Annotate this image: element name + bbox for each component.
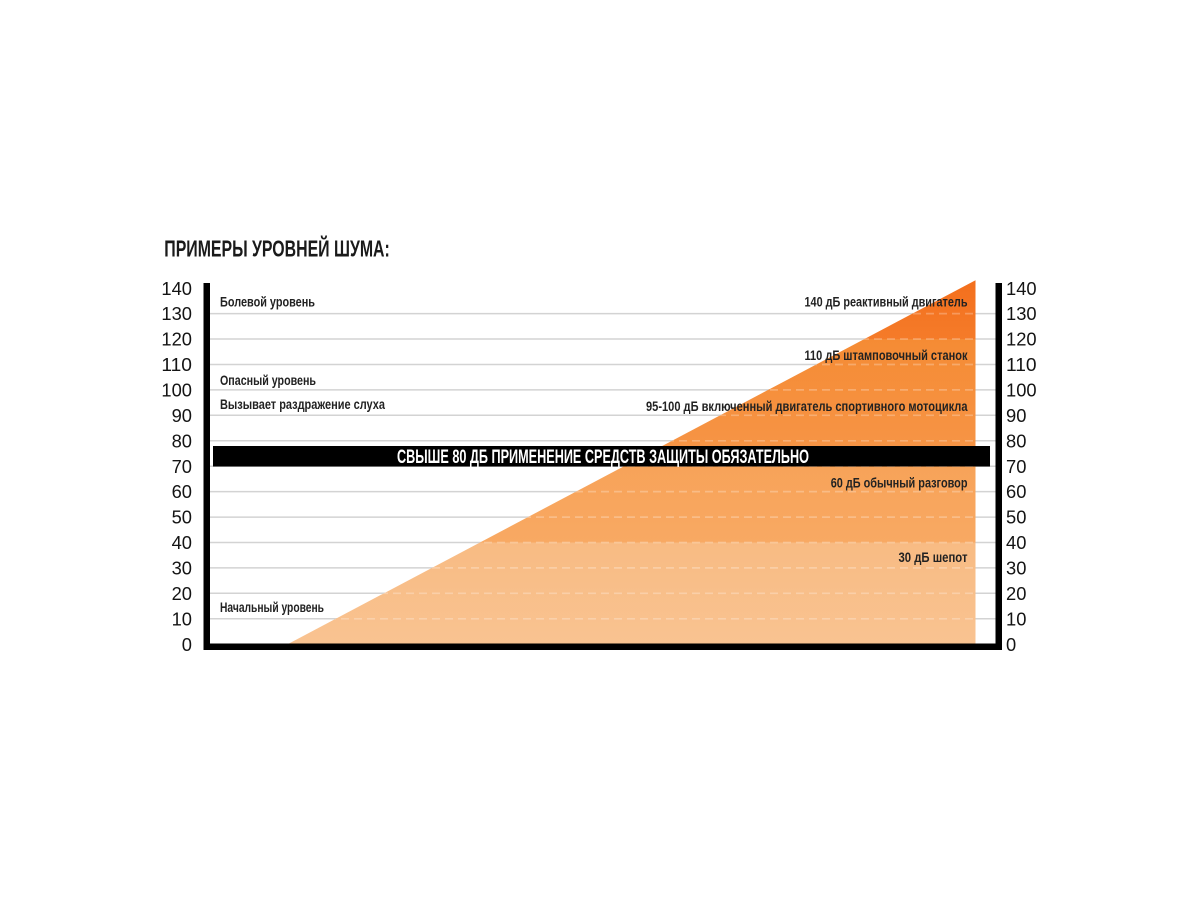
svg-text:120: 120 xyxy=(1006,329,1037,350)
svg-text:20: 20 xyxy=(172,583,192,604)
svg-text:30: 30 xyxy=(172,558,192,579)
svg-text:140 дБ реактивный двигатель: 140 дБ реактивный двигатель xyxy=(805,293,968,309)
svg-text:140: 140 xyxy=(1006,278,1037,299)
svg-text:100: 100 xyxy=(1006,380,1037,401)
svg-text:Начальный уровень: Начальный уровень xyxy=(220,599,324,615)
svg-text:0: 0 xyxy=(182,634,192,655)
svg-text:60: 60 xyxy=(1006,481,1026,502)
svg-text:90: 90 xyxy=(172,405,192,426)
svg-text:130: 130 xyxy=(161,303,192,324)
svg-text:50: 50 xyxy=(172,507,192,528)
svg-text:80: 80 xyxy=(1006,430,1026,451)
svg-text:40: 40 xyxy=(172,532,192,553)
svg-text:Вызывает раздражение слуха: Вызывает раздражение слуха xyxy=(220,396,385,412)
svg-text:95-100 дБ включенный двигатель: 95-100 дБ включенный двигатель спортивно… xyxy=(646,398,968,414)
svg-text:110: 110 xyxy=(161,354,192,375)
svg-text:30: 30 xyxy=(1006,558,1026,579)
svg-text:0: 0 xyxy=(1006,634,1016,655)
svg-text:СВЫШЕ 80 ДБ ПРИМЕНЕНИЕ СРЕДСТВ: СВЫШЕ 80 ДБ ПРИМЕНЕНИЕ СРЕДСТВ ЗАЩИТЫ ОБ… xyxy=(397,447,809,468)
svg-text:ПРИМЕРЫ УРОВНЕЙ ШУМА:: ПРИМЕРЫ УРОВНЕЙ ШУМА: xyxy=(164,235,389,262)
svg-text:30 дБ шепот: 30 дБ шепот xyxy=(899,549,968,565)
svg-text:70: 70 xyxy=(172,456,192,477)
svg-text:60: 60 xyxy=(172,481,192,502)
svg-text:140: 140 xyxy=(161,278,192,299)
svg-text:20: 20 xyxy=(1006,583,1026,604)
svg-text:90: 90 xyxy=(1006,405,1026,426)
svg-text:80: 80 xyxy=(172,430,192,451)
svg-text:50: 50 xyxy=(1006,507,1026,528)
svg-text:10: 10 xyxy=(1006,608,1026,629)
svg-text:Опасный уровень: Опасный уровень xyxy=(220,372,316,388)
svg-text:Болевой уровень: Болевой уровень xyxy=(220,293,315,309)
svg-text:10: 10 xyxy=(172,608,192,629)
svg-text:130: 130 xyxy=(1006,303,1037,324)
svg-text:70: 70 xyxy=(1006,456,1026,477)
svg-text:110: 110 xyxy=(1006,354,1037,375)
svg-text:120: 120 xyxy=(161,329,192,350)
svg-text:100: 100 xyxy=(161,380,192,401)
svg-text:110 дБ штамповочный станок: 110 дБ штамповочный станок xyxy=(805,347,969,363)
svg-text:60 дБ обычный разговор: 60 дБ обычный разговор xyxy=(831,474,968,490)
svg-text:40: 40 xyxy=(1006,532,1026,553)
